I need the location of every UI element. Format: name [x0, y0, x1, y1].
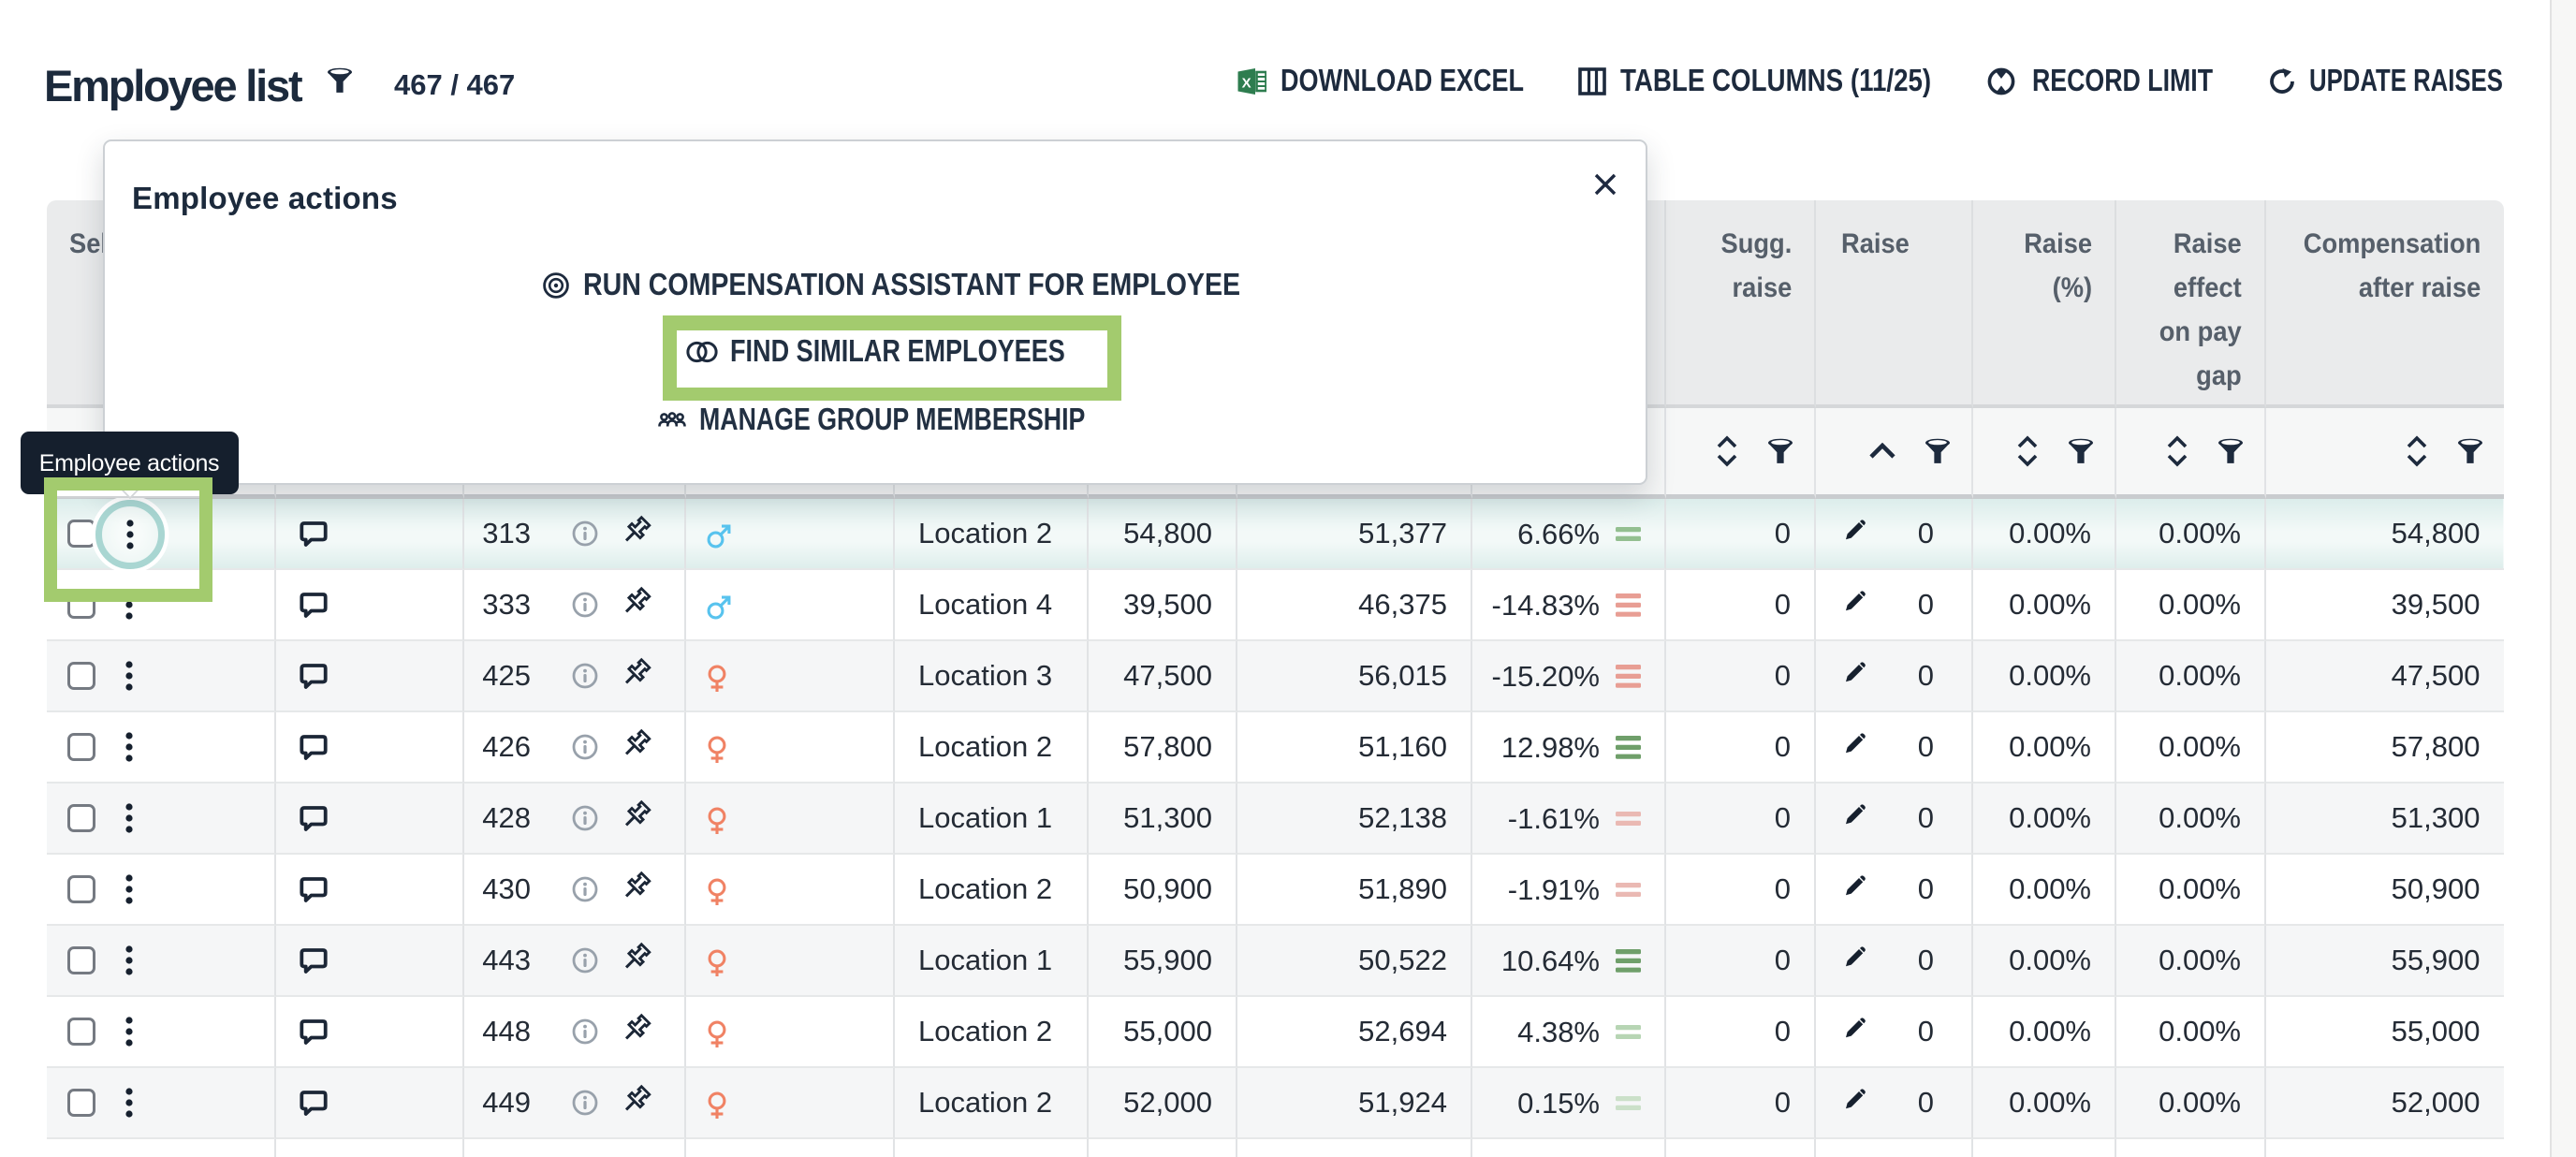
- svg-text:X: X: [1242, 76, 1251, 92]
- svg-text:Employee actions: Employee actions: [39, 450, 220, 476]
